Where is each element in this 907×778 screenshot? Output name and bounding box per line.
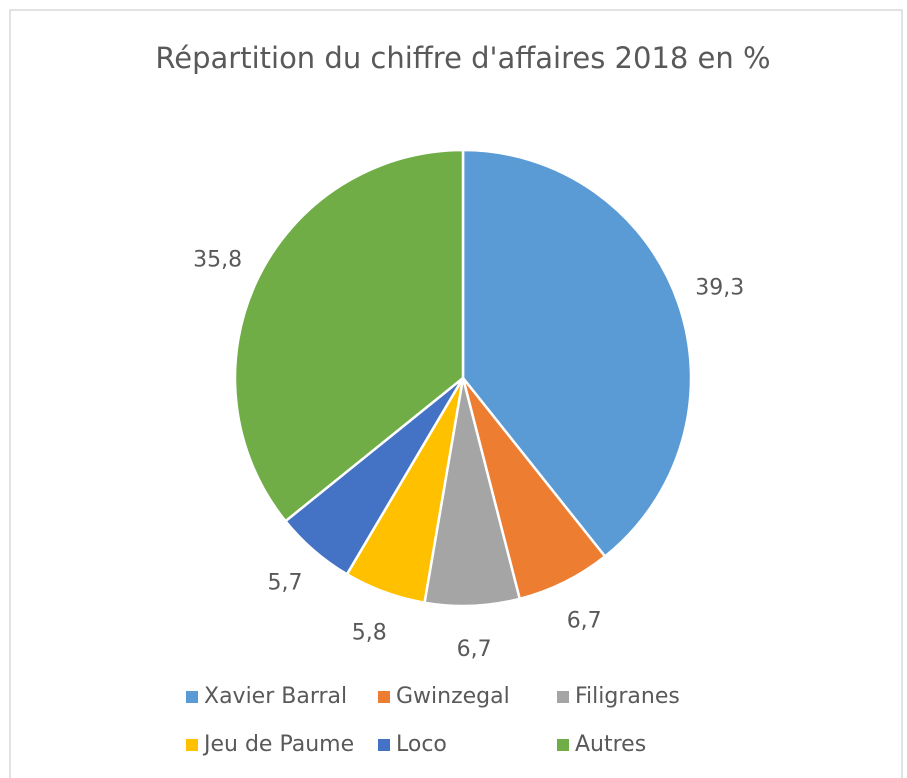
legend-swatch <box>557 691 569 703</box>
data-label: 5,8 <box>352 620 387 645</box>
legend-label: Gwinzegal <box>396 684 510 709</box>
pie-slice <box>233 148 465 523</box>
legend-swatch <box>378 691 390 703</box>
legend-swatch <box>186 691 198 703</box>
data-label: 6,7 <box>457 637 492 662</box>
data-label: 6,7 <box>567 609 602 634</box>
legend-label: Jeu de Paume <box>202 732 354 757</box>
legend-label: Xavier Barral <box>204 684 347 709</box>
legend-swatch <box>378 739 390 751</box>
data-label: 5,7 <box>268 571 303 596</box>
pie-slice <box>461 148 693 559</box>
data-label: 35,8 <box>193 248 242 273</box>
data-label: 39,3 <box>695 275 744 300</box>
legend-label: Loco <box>396 732 447 757</box>
legend-swatch <box>557 739 569 751</box>
legend-label: Autres <box>575 732 646 757</box>
chart-title: Répartition du chiffre d'affaires 2018 e… <box>155 41 770 75</box>
legend-label: Filigranes <box>575 684 680 709</box>
legend-swatch <box>186 739 198 751</box>
